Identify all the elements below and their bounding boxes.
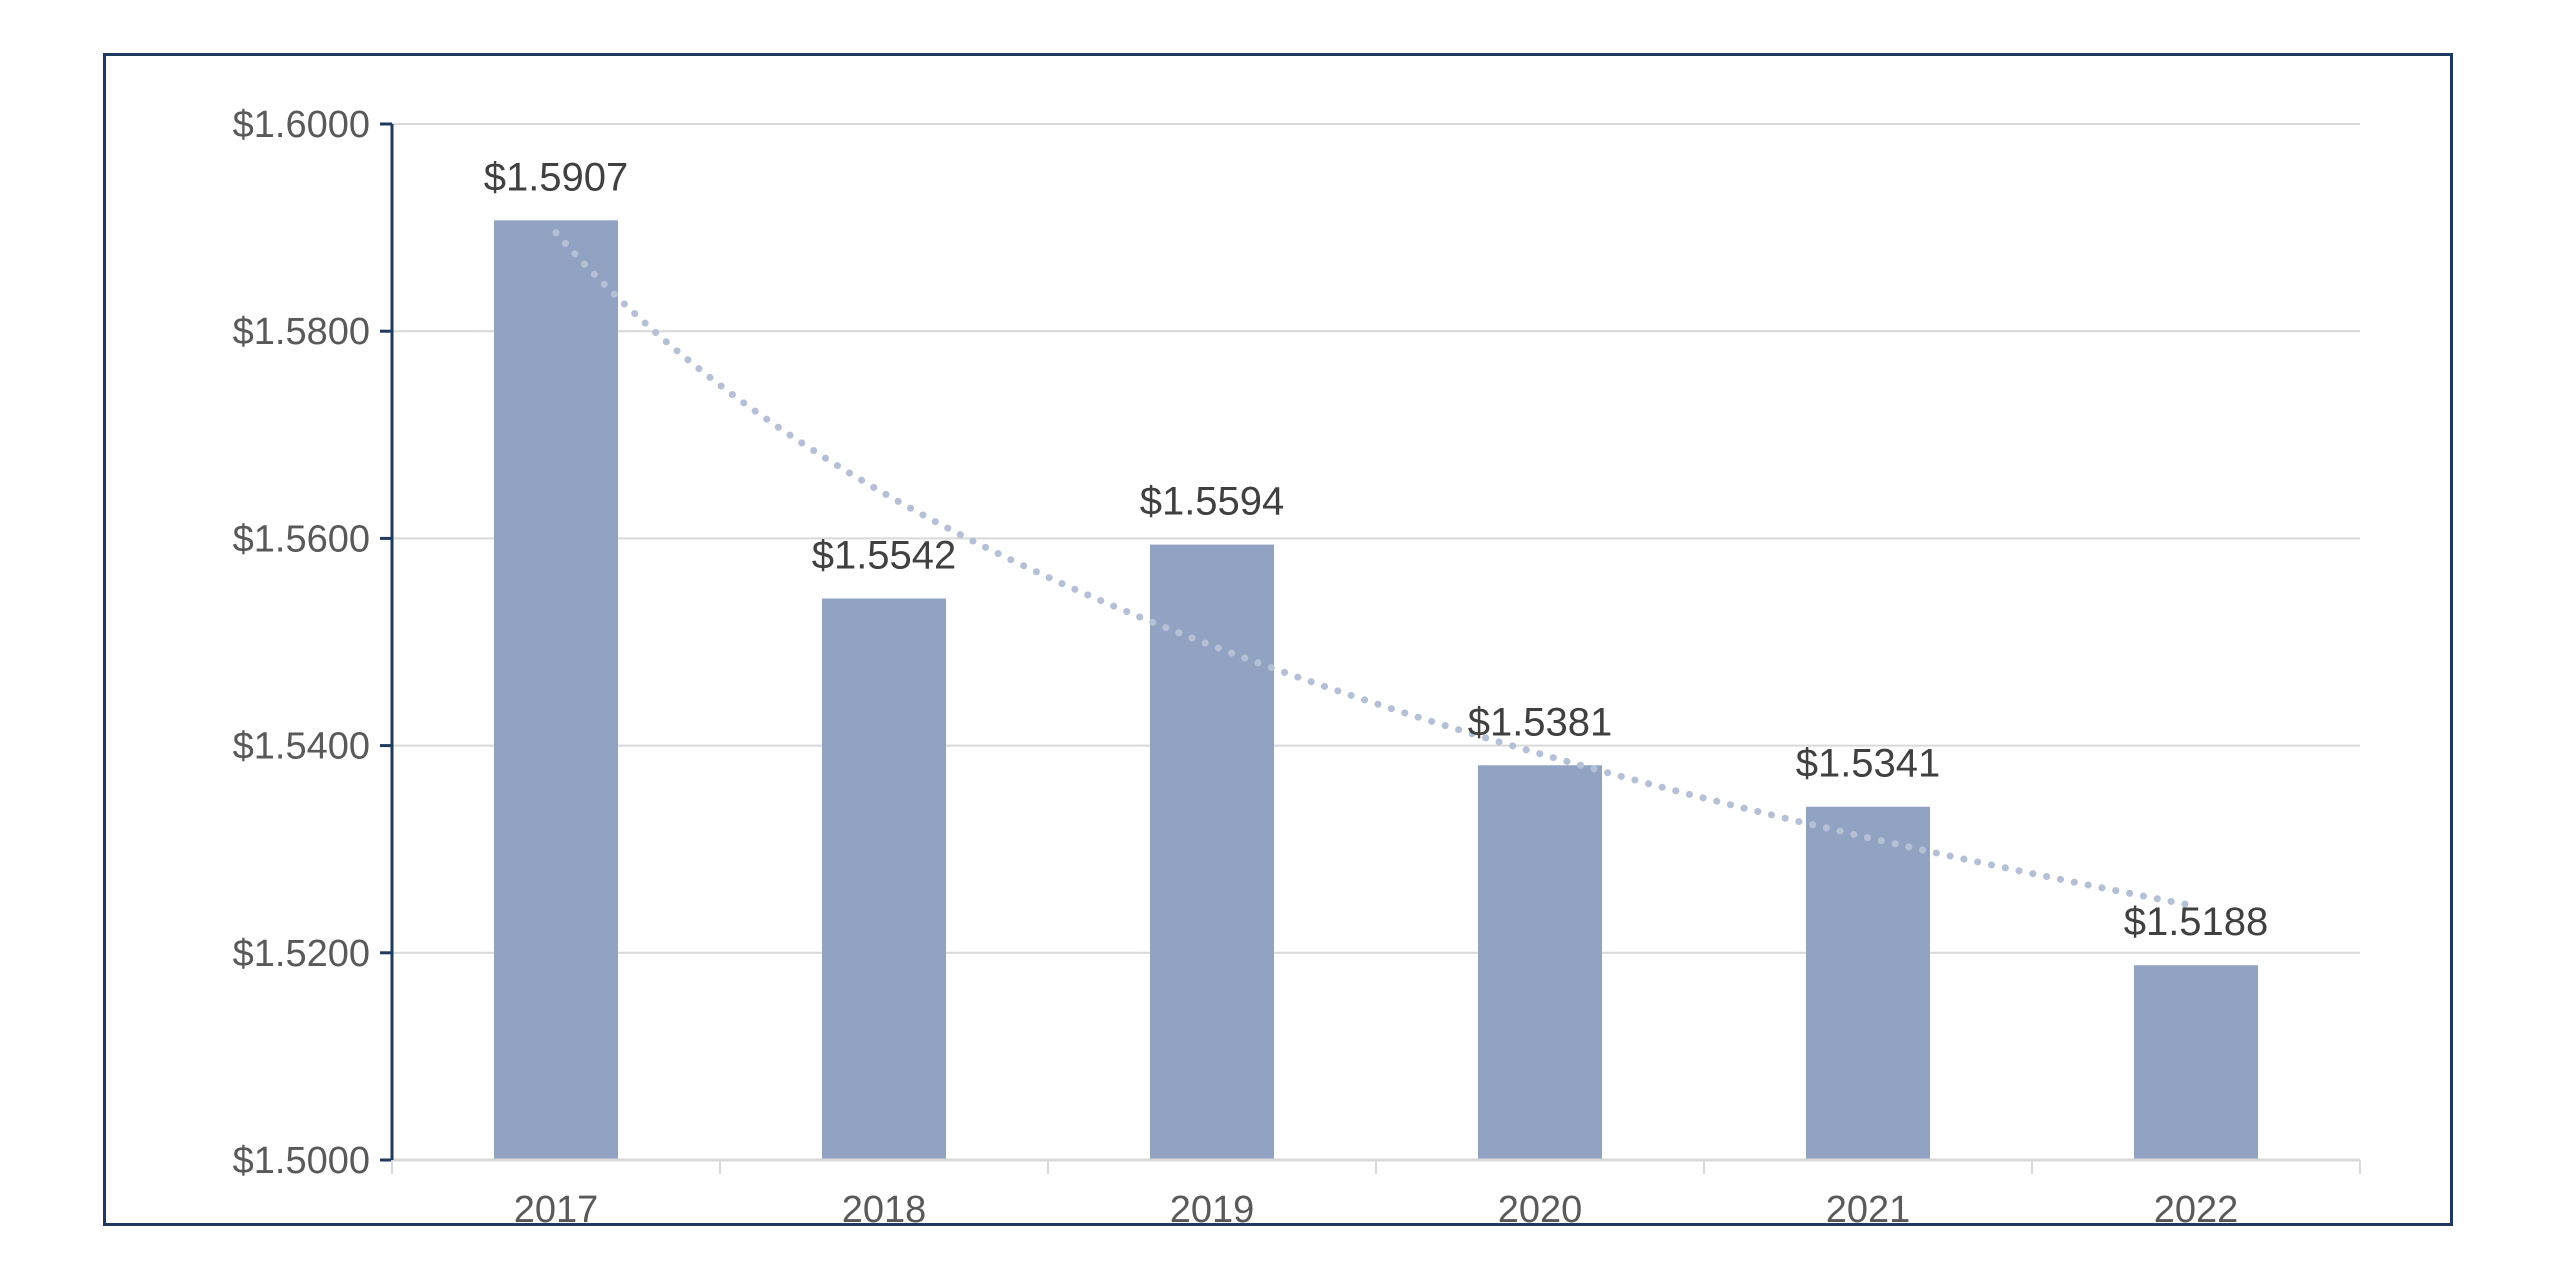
x-tick-label: 2019 <box>1170 1189 1255 1231</box>
bar-2022 <box>2134 965 2258 1160</box>
bar-2017 <box>494 220 618 1160</box>
bar-2020 <box>1478 765 1602 1160</box>
x-tick-label: 2017 <box>514 1189 599 1231</box>
x-tick-label: 2022 <box>2154 1189 2239 1231</box>
bar-2021 <box>1806 806 1930 1160</box>
data-label: $1.5594 <box>1140 480 1285 524</box>
data-label: $1.5542 <box>812 533 957 577</box>
x-tick-label: 2018 <box>842 1189 927 1231</box>
data-label: $1.5907 <box>484 155 629 199</box>
axes <box>380 122 2361 1174</box>
y-tick-label: $1.5200 <box>233 933 370 975</box>
bar-2019 <box>1150 544 1274 1160</box>
x-tick-label: 2021 <box>1826 1189 1911 1231</box>
y-tick-label: $1.5400 <box>233 726 370 768</box>
bars <box>494 220 2258 1160</box>
trendline <box>552 229 2200 910</box>
labels: $1.5000 $1.5200 $1.5400 $1.5600 $1.5800 $1.60… <box>233 104 2269 1231</box>
data-label: $1.5188 <box>2124 900 2269 944</box>
bar-2018 <box>822 598 946 1160</box>
data-label: $1.5341 <box>1796 742 1941 786</box>
trendline-layer <box>552 229 2200 910</box>
y-tick-label: $1.5600 <box>233 518 370 560</box>
y-tick-label: $1.6000 <box>233 104 370 146</box>
data-label: $1.5381 <box>1468 700 1613 744</box>
y-tick-label: $1.5800 <box>233 311 370 353</box>
x-tick-label: 2020 <box>1498 1189 1583 1231</box>
y-tick-label: $1.5000 <box>233 1140 370 1182</box>
gridlines <box>392 123 2360 954</box>
